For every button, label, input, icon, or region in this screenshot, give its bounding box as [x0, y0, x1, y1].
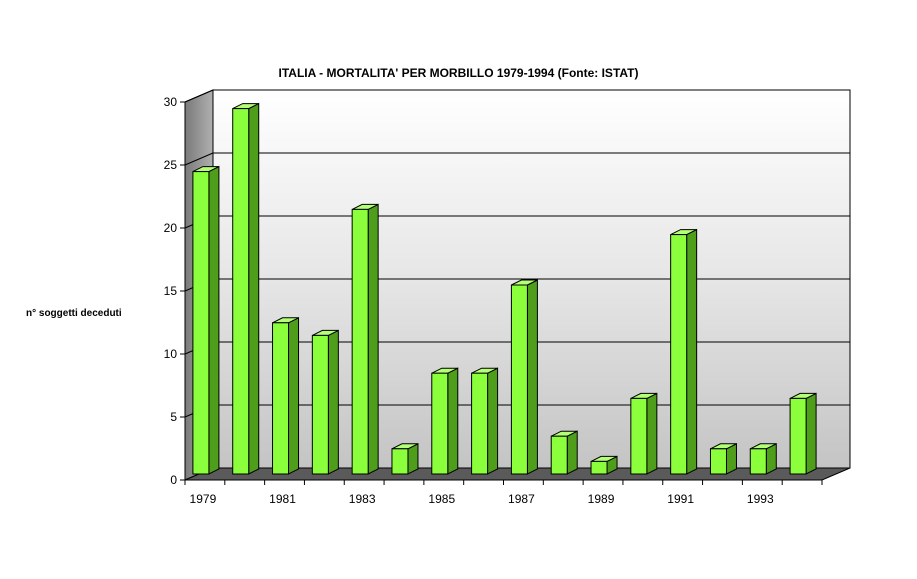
- x-tick-label: 1979: [190, 492, 217, 506]
- bar-front: [590, 460, 608, 475]
- y-tick-label: 25: [164, 158, 178, 172]
- bar-front: [510, 284, 528, 475]
- bar: [192, 165, 220, 475]
- axes: 0 5 10 15 20 25 30 1979 1981 1983 1985 1987 1989 1991…: [164, 95, 823, 506]
- bar-front: [272, 322, 290, 475]
- bar: [351, 203, 379, 475]
- bar-side: [646, 392, 658, 475]
- chart-title: ITALIA - MORTALITA' PER MORBILLO 1979-19…: [278, 66, 639, 80]
- y-tick-label: 15: [164, 284, 178, 298]
- bar-side: [248, 102, 260, 475]
- bar: [431, 367, 459, 475]
- bar-front: [630, 397, 648, 475]
- bar: [311, 329, 339, 475]
- y-axis-label: n° soggetti deceduti: [26, 308, 122, 319]
- x-tick-label: 1987: [508, 492, 535, 506]
- bar: [709, 442, 737, 475]
- bar-front: [550, 435, 568, 475]
- bar-front: [391, 448, 409, 475]
- x-tick-label: 1989: [588, 492, 615, 506]
- bar: [749, 442, 777, 475]
- bar-side: [686, 228, 698, 475]
- bar-front: [192, 171, 210, 475]
- x-tick-label: 1981: [269, 492, 296, 506]
- bar: [670, 228, 698, 475]
- bar-front: [431, 372, 449, 475]
- bars: [192, 102, 817, 475]
- x-tick-label: 1985: [428, 492, 455, 506]
- bar-side: [327, 329, 339, 475]
- bar-front: [749, 448, 767, 475]
- bar: [510, 279, 538, 475]
- bar: [590, 455, 618, 475]
- bar-front: [232, 108, 250, 475]
- bar: [789, 392, 817, 475]
- bar: [391, 442, 419, 475]
- bar-side: [526, 279, 538, 475]
- bar: [471, 367, 499, 475]
- bar-side: [288, 316, 300, 475]
- gridline-side: [184, 152, 214, 166]
- bar: [272, 316, 300, 475]
- gridline-side: [184, 89, 214, 103]
- y-tick-label: 30: [164, 95, 178, 109]
- bar-front: [789, 397, 807, 475]
- y-tick-label: 20: [164, 221, 178, 235]
- x-tick-label: 1993: [747, 492, 774, 506]
- bar-side: [367, 203, 379, 475]
- bar: [630, 392, 658, 475]
- x-tick-label: 1983: [349, 492, 376, 506]
- bar-side: [208, 165, 220, 475]
- bar-front: [351, 208, 369, 475]
- bar-front: [311, 334, 329, 475]
- bar-front: [670, 234, 688, 475]
- bar-front: [709, 448, 727, 475]
- bar-front: [471, 372, 489, 475]
- y-tick-label: 10: [164, 347, 178, 361]
- bar-side: [805, 392, 817, 475]
- y-tick-label: 0: [170, 473, 177, 487]
- x-tick-label: 1991: [667, 492, 694, 506]
- bar-side: [566, 430, 578, 475]
- bar: [232, 102, 260, 475]
- bar: [550, 430, 578, 475]
- bar-side: [487, 367, 499, 475]
- y-tick-label: 5: [170, 410, 177, 424]
- bar-side: [447, 367, 459, 475]
